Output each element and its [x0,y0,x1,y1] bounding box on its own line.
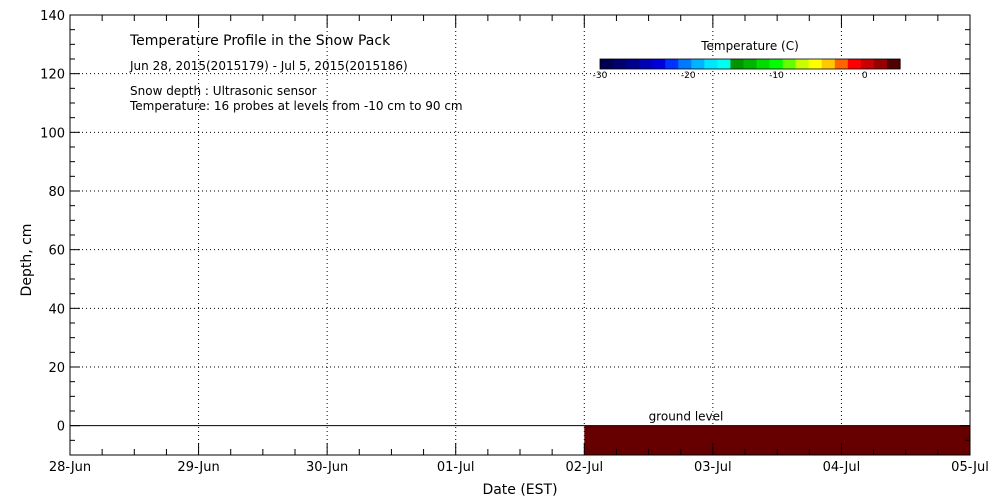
x-axis-label: Date (EST) [482,482,557,498]
y-tick-labels: 0 20 40 60 80 100 120 140 [40,9,65,435]
colorbar-tick-labels: -30 -20 -10 0 [593,71,868,81]
axis-ticks [69,14,971,456]
colorbar-tick-label: -20 [681,71,696,81]
colorbar-cell [860,59,875,69]
y-tick-label: 80 [48,185,65,200]
colorbar-frame [599,58,901,70]
chart-title: Temperature Profile in the Snow Pack [129,33,391,49]
colorbar-cell [769,59,784,69]
colorbar-cell [808,59,823,69]
y-tick-label: 20 [48,361,65,376]
colorbar-cell [652,59,666,69]
colorbar-cell [847,59,862,69]
colorbar-cell [821,59,836,69]
temperature-note: Temperature: 16 probes at levels from -1… [129,99,463,113]
grid-lines [70,15,970,455]
colorbar-cells [600,59,901,69]
colorbar-cell [613,59,627,69]
colorbar-cell [665,59,679,69]
colorbar-tick-label: -10 [769,71,784,81]
y-axis-label: Depth, cm [19,224,35,297]
x-tick-label: 02-Jul [565,460,603,475]
x-tick-label: 30-Jun [306,460,348,475]
colorbar-cell [782,59,797,69]
colorbar-cell [626,59,640,69]
y-tick-label: 40 [48,302,65,317]
x-tick-label: 05-Jul [951,460,989,475]
y-tick-label: 120 [40,68,65,83]
x-tick-label: 03-Jul [694,460,732,475]
colorbar-cell [834,59,849,69]
colorbar-cell [730,59,745,69]
y-tick-label: 60 [48,244,65,259]
colorbar-cell [756,59,771,69]
temperature-colorbar: Temperature (C) -30 -20 -10 0 [593,39,901,81]
colorbar-cell [873,59,888,69]
colorbar-cell [704,59,718,69]
colorbar-cell [743,59,758,69]
colorbar-title: Temperature (C) [700,39,799,53]
x-tick-label: 28-Jun [49,460,91,475]
y-tick-label: 140 [40,9,65,24]
colorbar-tick-label: 0 [862,71,868,81]
colorbar-cell [886,59,901,69]
x-tick-labels: 28-Jun 29-Jun 30-Jun 01-Jul 02-Jul 03-Jul 04-J… [49,460,989,475]
plot-frame [69,14,971,456]
ground-level-label: ground level [649,410,724,424]
colorbar-cell [717,59,732,69]
colorbar-cell [691,59,705,69]
colorbar-cell [678,59,692,69]
colorbar-cell [795,59,810,69]
x-tick-label: 01-Jul [437,460,475,475]
y-tick-label: 0 [57,420,65,435]
snow-depth-note: Snow depth : Ultrasonic sensor [130,84,317,98]
colorbar-tick-label: -30 [593,71,608,81]
colorbar-cell [639,59,653,69]
y-tick-label: 100 [40,126,65,141]
x-tick-label: 29-Jun [177,460,219,475]
date-range-text: Jun 28, 2015(2015179) - Jul 5, 2015(2015… [129,59,408,73]
x-tick-label: 04-Jul [823,460,861,475]
colorbar-cell [600,59,614,69]
